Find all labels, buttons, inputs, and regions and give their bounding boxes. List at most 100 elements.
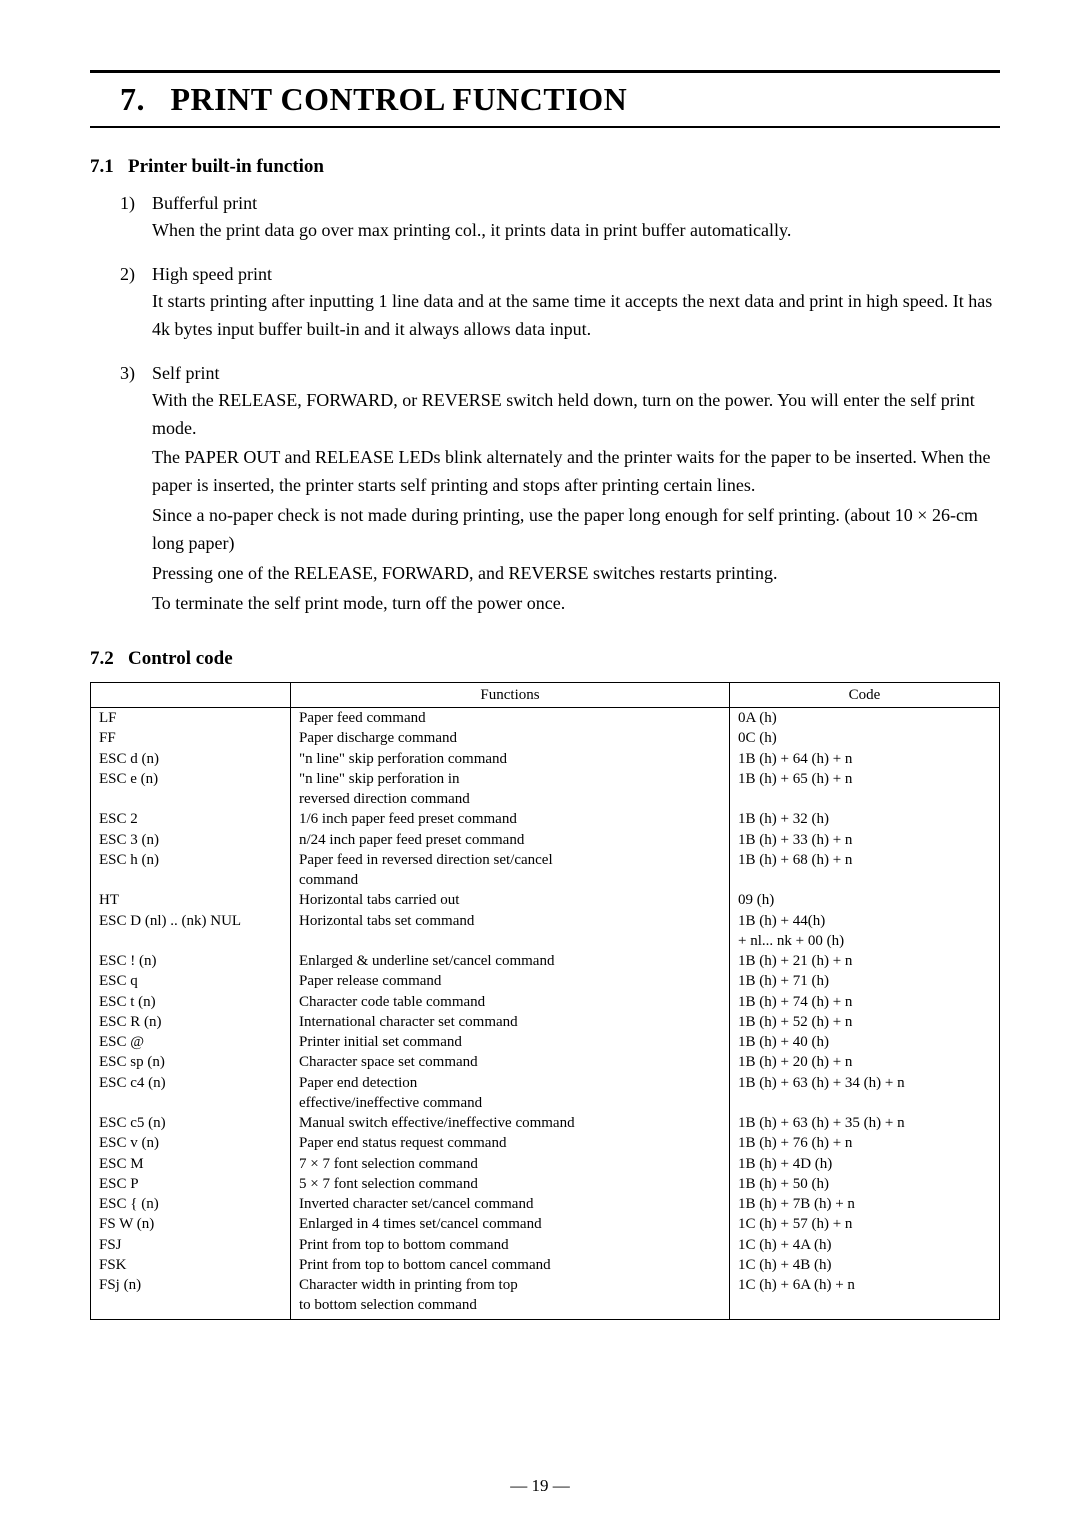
col-header-code: Code xyxy=(730,682,1000,707)
table-row: LFPaper feed command0A (h) xyxy=(91,708,1000,729)
item-head: High speed print xyxy=(152,261,1000,288)
cell-name: ESC P xyxy=(91,1174,291,1194)
section-7-1-title: 7.1 Printer built-in function xyxy=(90,156,1000,178)
cell-code: 1B (h) + 33 (h) + n xyxy=(730,830,1000,850)
cell-name xyxy=(91,789,291,809)
cell-code xyxy=(730,870,1000,890)
table-header-row: Functions Code xyxy=(91,682,1000,707)
cell-function: International character set command xyxy=(291,1012,730,1032)
section-7-2-title: 7.2 Control code xyxy=(90,648,1000,670)
item-body: Bufferful printWhen the print data go ov… xyxy=(152,190,1000,247)
cell-name: ESC d (n) xyxy=(91,749,291,769)
table-row: ESC 21/6 inch paper feed preset command1… xyxy=(91,809,1000,829)
cell-function: "n line" skip perforation command xyxy=(291,749,730,769)
cell-function: Paper release command xyxy=(291,971,730,991)
table-row: ESC c4 (n)Paper end detection1B (h) + 63… xyxy=(91,1073,1000,1093)
section-text: Control code xyxy=(128,648,233,669)
cell-code: 1B (h) + 50 (h) xyxy=(730,1174,1000,1194)
item-head: Bufferful print xyxy=(152,190,1000,217)
control-code-table: Functions Code LFPaper feed command0A (h… xyxy=(90,682,1000,1320)
cell-name: ESC v (n) xyxy=(91,1133,291,1153)
table-row: ESC ! (n)Enlarged & underline set/cancel… xyxy=(91,951,1000,971)
cell-name: ESC ! (n) xyxy=(91,951,291,971)
table-row: to bottom selection command xyxy=(91,1295,1000,1319)
cell-name: ESC { (n) xyxy=(91,1194,291,1214)
paragraph: It starts printing after inputting 1 lin… xyxy=(152,288,1000,344)
cell-function: Paper discharge command xyxy=(291,728,730,748)
cell-function: to bottom selection command xyxy=(291,1295,730,1319)
cell-function xyxy=(291,931,730,951)
cell-function: Paper feed command xyxy=(291,708,730,729)
table-row: ESC R (n)International character set com… xyxy=(91,1012,1000,1032)
cell-function: Print from top to bottom cancel command xyxy=(291,1255,730,1275)
cell-function: 7 × 7 font selection command xyxy=(291,1154,730,1174)
table-row: ESC sp (n)Character space set command1B … xyxy=(91,1052,1000,1072)
table-row: effective/ineffective command xyxy=(91,1093,1000,1113)
cell-name: ESC sp (n) xyxy=(91,1052,291,1072)
cell-function: Printer initial set command xyxy=(291,1032,730,1052)
col-header-functions: Functions xyxy=(291,682,730,707)
cell-name: FSJ xyxy=(91,1235,291,1255)
table-row: ESC c5 (n)Manual switch effective/ineffe… xyxy=(91,1113,1000,1133)
cell-name: FS W (n) xyxy=(91,1214,291,1234)
table-row: ESC t (n)Character code table command1B … xyxy=(91,992,1000,1012)
cell-name: ESC t (n) xyxy=(91,992,291,1012)
cell-code: 0C (h) xyxy=(730,728,1000,748)
table-row: ESC 3 (n)n/24 inch paper feed preset com… xyxy=(91,830,1000,850)
cell-code: 1C (h) + 6A (h) + n xyxy=(730,1275,1000,1295)
table-row: ESC h (n)Paper feed in reversed directio… xyxy=(91,850,1000,870)
table-row: ESC d (n)"n line" skip perforation comma… xyxy=(91,749,1000,769)
cell-function: 5 × 7 font selection command xyxy=(291,1174,730,1194)
cell-function: Horizontal tabs carried out xyxy=(291,890,730,910)
cell-code: 1B (h) + 71 (h) xyxy=(730,971,1000,991)
paragraph: With the RELEASE, FORWARD, or REVERSE sw… xyxy=(152,387,1000,443)
cell-name: ESC @ xyxy=(91,1032,291,1052)
cell-code: 09 (h) xyxy=(730,890,1000,910)
cell-function: Horizontal tabs set command xyxy=(291,911,730,931)
table-row: ESC e (n)"n line" skip perforation in1B … xyxy=(91,769,1000,789)
item-body: High speed printIt starts printing after… xyxy=(152,261,1000,346)
cell-name: ESC c5 (n) xyxy=(91,1113,291,1133)
cell-code: 1B (h) + 20 (h) + n xyxy=(730,1052,1000,1072)
cell-code: 1C (h) + 57 (h) + n xyxy=(730,1214,1000,1234)
cell-name xyxy=(91,1093,291,1113)
cell-code: 1B (h) + 68 (h) + n xyxy=(730,850,1000,870)
cell-function: Character code table command xyxy=(291,992,730,1012)
cell-name: FF xyxy=(91,728,291,748)
cell-name: HT xyxy=(91,890,291,910)
table-row: ESC v (n)Paper end status request comman… xyxy=(91,1133,1000,1153)
cell-function: Enlarged in 4 times set/cancel command xyxy=(291,1214,730,1234)
item-text: When the print data go over max printing… xyxy=(152,217,1000,245)
control-code-body: LFPaper feed command0A (h)FFPaper discha… xyxy=(91,708,1000,1320)
item-number: 1) xyxy=(120,190,152,247)
cell-function: command xyxy=(291,870,730,890)
list-item: 3)Self printWith the RELEASE, FORWARD, o… xyxy=(120,360,1000,620)
section-text: Printer built-in function xyxy=(128,156,324,177)
cell-code: 1B (h) + 63 (h) + 35 (h) + n xyxy=(730,1113,1000,1133)
cell-name xyxy=(91,1295,291,1319)
cell-code: 1C (h) + 4B (h) xyxy=(730,1255,1000,1275)
cell-code xyxy=(730,1295,1000,1319)
cell-code: 1B (h) + 7B (h) + n xyxy=(730,1194,1000,1214)
chapter-rule-bottom xyxy=(90,126,1000,128)
table-row: + nl... nk + 00 (h) xyxy=(91,931,1000,951)
chapter-title: 7. PRINT CONTROL FUNCTION xyxy=(90,79,1000,122)
cell-code: 1B (h) + 21 (h) + n xyxy=(730,951,1000,971)
cell-function: Paper end status request command xyxy=(291,1133,730,1153)
table-row: FFPaper discharge command0C (h) xyxy=(91,728,1000,748)
cell-function: 1/6 inch paper feed preset command xyxy=(291,809,730,829)
cell-function: Manual switch effective/ineffective comm… xyxy=(291,1113,730,1133)
cell-code: 1B (h) + 4D (h) xyxy=(730,1154,1000,1174)
cell-code: 1B (h) + 52 (h) + n xyxy=(730,1012,1000,1032)
page-number: — 19 — xyxy=(0,1476,1080,1496)
section-number: 7.1 xyxy=(90,156,114,177)
cell-name: ESC e (n) xyxy=(91,769,291,789)
cell-code: 1B (h) + 32 (h) xyxy=(730,809,1000,829)
cell-name: ESC M xyxy=(91,1154,291,1174)
cell-function: reversed direction command xyxy=(291,789,730,809)
cell-code: 1B (h) + 74 (h) + n xyxy=(730,992,1000,1012)
table-row: FSj (n)Character width in printing from … xyxy=(91,1275,1000,1295)
paragraph: When the print data go over max printing… xyxy=(152,217,1000,245)
paragraph: To terminate the self print mode, turn o… xyxy=(152,590,1000,618)
cell-function: Paper feed in reversed direction set/can… xyxy=(291,850,730,870)
